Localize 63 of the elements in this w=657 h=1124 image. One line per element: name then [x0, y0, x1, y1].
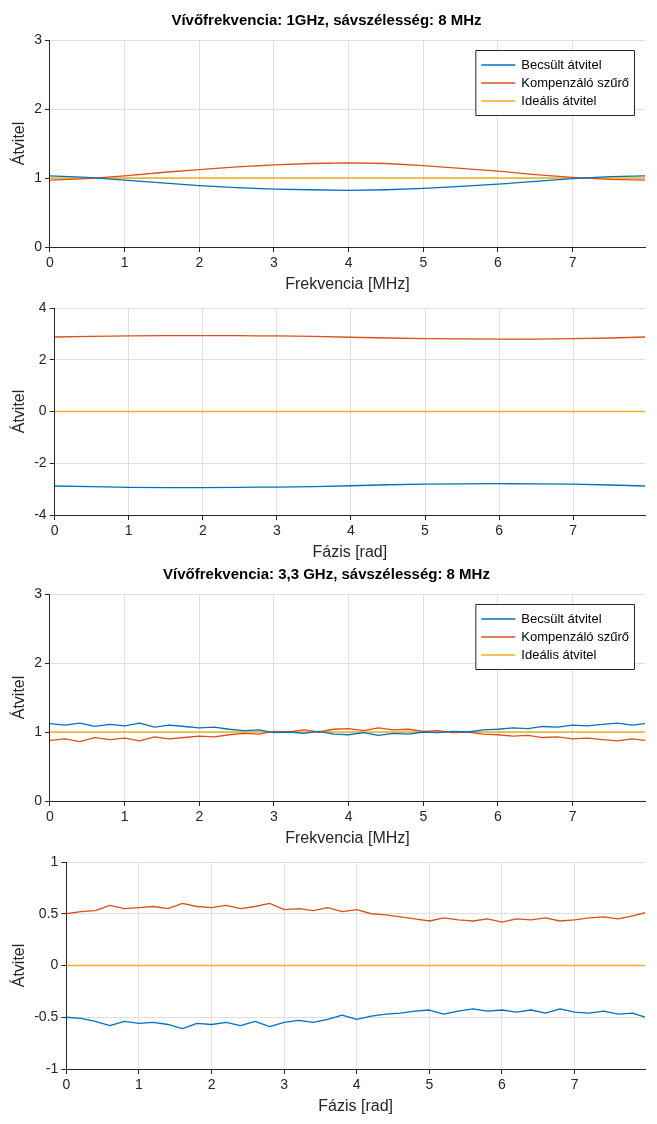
x-tick-label: 1	[124, 522, 133, 539]
x-axis-title: Fázis [rad]	[312, 542, 388, 560]
x-axis-title: Frekvencia [MHz]	[285, 274, 410, 292]
y-axis-title: Átvitel	[9, 943, 28, 988]
y-tick-label: -1	[45, 1059, 59, 1076]
x-tick-label: 7	[569, 522, 578, 539]
x-tick-label: 4	[344, 254, 353, 271]
x-tick-label: 6	[494, 254, 503, 271]
y-tick-label: 1	[34, 722, 43, 739]
x-axis-title: Fázis [rad]	[318, 1096, 394, 1114]
x-tick-label: 3	[280, 1076, 289, 1093]
y-tick-label: 4	[38, 298, 47, 315]
x-tick-label: 3	[272, 522, 281, 539]
legend-label: Becsült átvitel	[521, 610, 602, 626]
x-tick-label: 5	[421, 522, 430, 539]
x-tick-label: 4	[352, 1076, 361, 1093]
chart-title: Vívőfrekvencia: 3,3 GHz, sávszélesség: 8 MHz	[163, 565, 490, 583]
x-tick-label: 5	[425, 1076, 434, 1093]
x-tick-label: 1	[135, 1076, 144, 1093]
y-tick-label: 2	[34, 99, 43, 116]
y-tick-label: 3	[34, 30, 43, 47]
x-tick-label: 1	[120, 254, 129, 271]
y-axis-title: Átvitel	[9, 121, 28, 166]
x-tick-label: 4	[344, 808, 353, 825]
y-tick-label: 3	[34, 584, 43, 601]
y-tick-label: -0.5	[34, 1008, 59, 1025]
x-tick-label: 5	[419, 808, 428, 825]
x-tick-label: 2	[207, 1076, 216, 1093]
chart-title: Vívőfrekvencia: 1GHz, sávszélesség: 8 MHz	[171, 11, 482, 29]
legend-label: Ideális átvitel	[521, 646, 597, 662]
y-tick-label: 0	[34, 791, 43, 808]
x-tick-label: 7	[570, 1076, 579, 1093]
y-axis-title: Átvitel	[9, 675, 28, 720]
x-tick-label: 4	[347, 522, 356, 539]
y-tick-label: 2	[34, 653, 43, 670]
x-tick-label: 6	[495, 522, 504, 539]
x-tick-label: 6	[494, 808, 503, 825]
x-tick-label: 2	[195, 254, 204, 271]
x-tick-label: 7	[568, 254, 577, 271]
y-tick-label: 1	[50, 852, 59, 869]
x-tick-label: 0	[62, 1076, 71, 1093]
x-tick-label: 1	[120, 808, 129, 825]
y-tick-label: 0	[38, 402, 47, 419]
y-tick-label: 1	[34, 168, 43, 185]
y-tick-label: 2	[38, 350, 47, 367]
x-tick-label: 3	[270, 254, 279, 271]
x-tick-label: 2	[198, 522, 207, 539]
legend-label: Kompenzáló szűrő	[521, 628, 629, 644]
y-tick-label: -2	[34, 454, 47, 471]
x-axis-title: Frekvencia [MHz]	[285, 828, 410, 846]
x-tick-label: 2	[195, 808, 204, 825]
x-tick-label: 5	[419, 254, 428, 271]
y-tick-label: -4	[34, 505, 47, 522]
x-tick-label: 7	[568, 808, 577, 825]
legend-label: Kompenzáló szűrő	[521, 74, 629, 90]
legend-label: Ideális átvitel	[521, 92, 597, 108]
y-tick-label: 0	[34, 237, 43, 254]
x-tick-label: 6	[498, 1076, 507, 1093]
x-tick-label: 3	[270, 808, 279, 825]
y-tick-label: 0.5	[38, 904, 59, 921]
legend-label: Becsült átvitel	[521, 56, 602, 72]
y-tick-label: 0	[50, 956, 59, 973]
y-axis-title: Átvitel	[9, 389, 28, 434]
